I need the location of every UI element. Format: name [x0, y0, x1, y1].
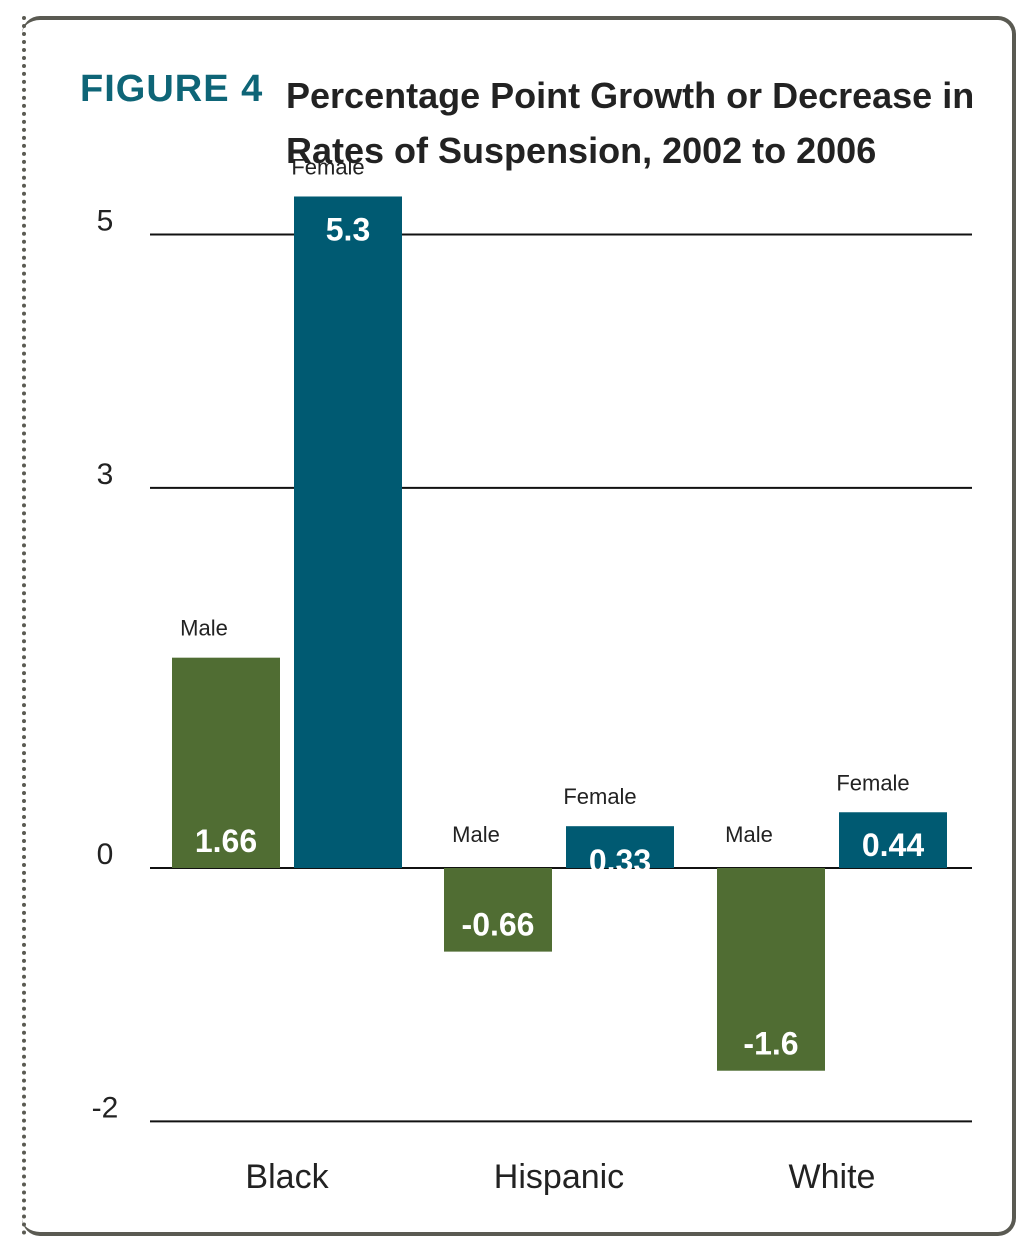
y-tick-label: -2	[92, 1091, 119, 1124]
y-tick-label: 0	[97, 838, 114, 871]
series-name-label: Female	[291, 154, 364, 179]
data-label: 0.44	[862, 827, 924, 863]
bar-male	[444, 868, 552, 952]
y-tick-label: 3	[97, 458, 114, 491]
bar-male	[172, 657, 280, 868]
x-category-label: Black	[245, 1158, 329, 1196]
figure-label: FIGURE 4	[80, 68, 264, 110]
bar-female	[294, 196, 402, 869]
series-name-label: Female	[563, 784, 636, 809]
chart-title: Percentage Point Growth or Decrease in R…	[286, 75, 975, 171]
bar-female	[839, 812, 947, 868]
series-name-label: Male	[180, 616, 228, 641]
bar-female	[566, 826, 674, 868]
figure-frame	[22, 16, 1016, 1236]
series-name-label: Male	[452, 822, 500, 847]
bar-male	[717, 868, 825, 1071]
series-name-label: Female	[836, 770, 909, 795]
x-category-label: Hispanic	[494, 1158, 624, 1196]
figure-frame-dotted-edge	[22, 16, 26, 1236]
data-label: -1.6	[743, 1026, 798, 1062]
x-category-label: White	[789, 1158, 876, 1196]
data-label: 5.3	[326, 211, 370, 247]
y-tick-label: 5	[97, 205, 114, 238]
series-name-label: Male	[725, 822, 773, 847]
data-label: -0.66	[462, 907, 535, 943]
data-label: 0.33	[589, 843, 651, 879]
data-label: 1.66	[195, 823, 257, 859]
